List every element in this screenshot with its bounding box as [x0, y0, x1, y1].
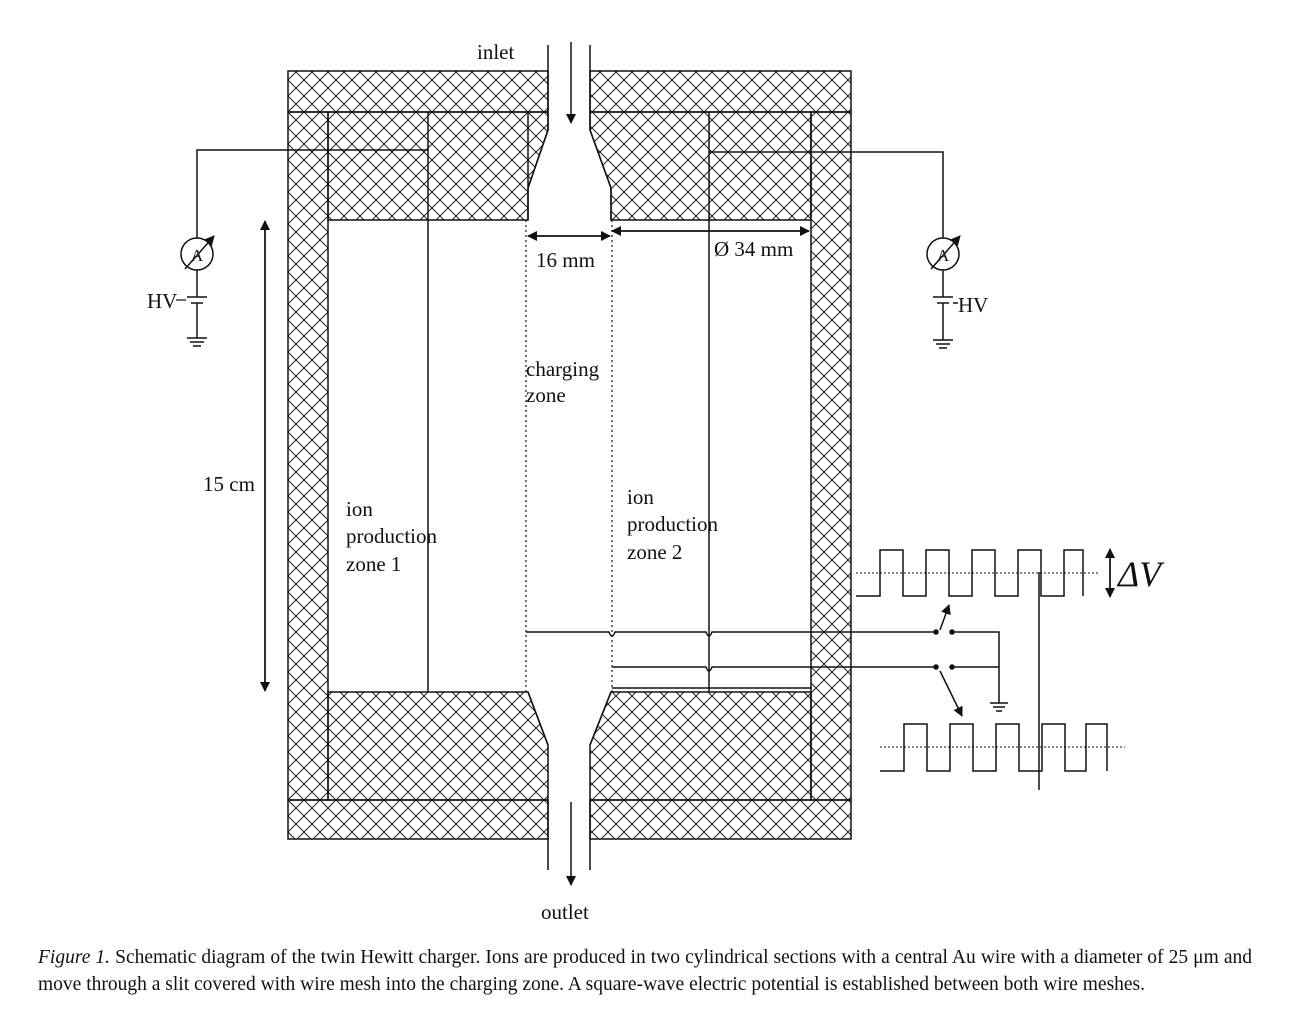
- upper-left-block: [327, 111, 549, 221]
- length-label: 15 cm: [203, 472, 255, 496]
- zone2-label-3: zone 2: [627, 540, 682, 564]
- hv-left-label: HV: [147, 289, 177, 313]
- hv-leads: [196, 149, 944, 238]
- delta-v-label: ΔV: [1116, 554, 1165, 594]
- ammeter-right-label: A: [937, 246, 950, 265]
- figure-caption: Figure 1. Schematic diagram of the twin …: [38, 944, 1252, 998]
- hv-right-label: HV: [958, 293, 988, 317]
- figure-label: Figure 1.: [38, 947, 111, 968]
- upper-right-block: [589, 111, 812, 221]
- inlet-label: inlet: [477, 40, 514, 64]
- hewitt-charger-schematic: A HV A HV 16 mm Ø 34 mm 15 cm inlet outl…: [147, 40, 1165, 924]
- zone1-label-2: production: [346, 524, 437, 548]
- lower-left-block: [327, 691, 549, 801]
- housing: [287, 70, 852, 840]
- bottom-right-plate: [589, 799, 852, 840]
- zone2-label-2: production: [627, 512, 718, 536]
- top-right-plate: [589, 70, 852, 113]
- caption-text: Schematic diagram of the twin Hewitt cha…: [38, 947, 1253, 995]
- zone2-label-1: ion: [627, 485, 654, 509]
- gas-channel: [527, 42, 612, 886]
- right-wall: [810, 111, 852, 801]
- central-wires: [427, 112, 710, 692]
- slit-width-label: 16 mm: [536, 248, 595, 272]
- charging-zone-label-1: charging: [526, 357, 600, 381]
- right-power-supply: [926, 235, 961, 349]
- zone1-label-1: ion: [346, 497, 373, 521]
- bottom-left-plate: [287, 799, 549, 840]
- diameter-label: Ø 34 mm: [714, 237, 793, 261]
- square-wave-lower: [880, 723, 1125, 772]
- ammeter-left-label: A: [191, 246, 204, 265]
- lower-right-block: [589, 691, 812, 801]
- top-left-plate: [287, 70, 549, 113]
- mesh-connections: [526, 572, 1040, 790]
- zone1-label-3: zone 1: [346, 552, 401, 576]
- wire-meshes: [525, 220, 613, 692]
- charging-zone-label-2: zone: [526, 383, 566, 407]
- left-power-supply: [180, 235, 215, 347]
- outlet-label: outlet: [541, 900, 589, 924]
- left-wall: [287, 111, 329, 801]
- square-wave-upper: [856, 549, 1098, 597]
